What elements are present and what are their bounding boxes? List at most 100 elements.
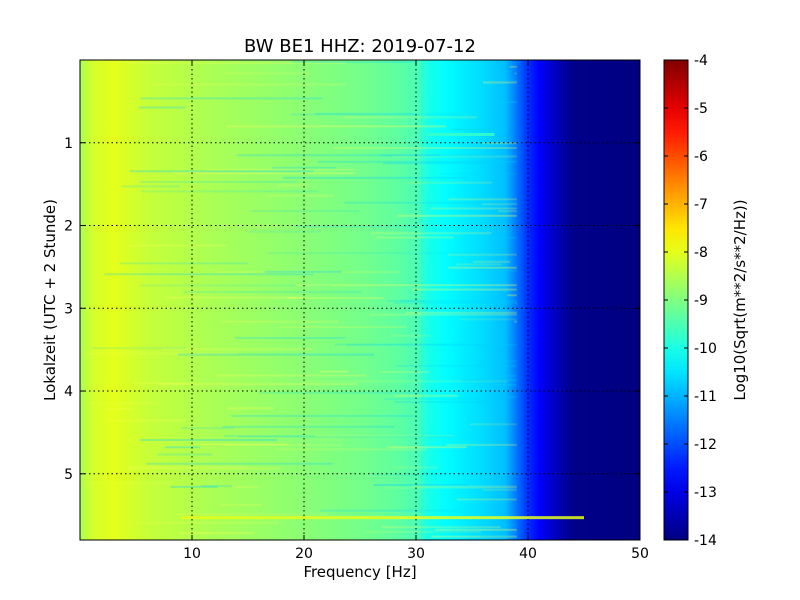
colorbar-tick-label: -12 bbox=[694, 437, 717, 453]
texture-streak bbox=[483, 81, 517, 84]
texture-streak bbox=[507, 294, 517, 297]
texture-streak bbox=[482, 142, 517, 145]
texture-streak bbox=[139, 439, 277, 441]
texture-streak bbox=[371, 473, 448, 476]
texture-streak bbox=[140, 284, 333, 287]
texture-streak bbox=[108, 419, 186, 422]
texture-streak bbox=[227, 407, 274, 410]
texture-streak bbox=[393, 466, 439, 469]
texture-streak bbox=[231, 414, 414, 417]
colorbar-tick-label: -11 bbox=[694, 389, 717, 405]
texture-streak bbox=[200, 443, 289, 446]
texture-streak bbox=[396, 364, 517, 367]
texture-streak bbox=[490, 76, 517, 79]
texture-streak bbox=[205, 168, 355, 171]
texture-streak bbox=[216, 374, 367, 377]
texture-streak bbox=[320, 509, 457, 512]
texture-streak bbox=[387, 446, 467, 449]
texture-streak bbox=[163, 348, 313, 351]
texture-streak bbox=[183, 291, 362, 294]
colorbar-tick-label: -7 bbox=[694, 197, 708, 213]
colorbar-ticks: -4 -5 -6 -7 -8 -9 -10 -11 -12 -13 -14 bbox=[664, 53, 717, 549]
texture-streak bbox=[223, 72, 309, 75]
texture-streak bbox=[319, 370, 349, 373]
texture-streak bbox=[433, 531, 517, 534]
texture-streak bbox=[223, 434, 316, 437]
texture-streak bbox=[365, 530, 481, 533]
texture-streak bbox=[294, 225, 417, 228]
texture-streak bbox=[267, 252, 480, 255]
texture-streak bbox=[139, 180, 297, 183]
texture-streak bbox=[125, 62, 346, 65]
texture-streak bbox=[234, 485, 259, 488]
texture-streak bbox=[91, 347, 187, 350]
colorbar-tick-label: -5 bbox=[694, 101, 708, 117]
texture-streak bbox=[507, 396, 517, 399]
texture-streak bbox=[412, 485, 517, 488]
texture-streak bbox=[370, 232, 492, 235]
highlight-lines bbox=[180, 132, 585, 520]
texture-streak bbox=[259, 391, 423, 394]
texture-streak bbox=[385, 300, 517, 303]
texture-streak bbox=[222, 425, 394, 428]
texture-streak bbox=[105, 407, 134, 410]
texture-streak bbox=[481, 535, 517, 538]
texture-streak bbox=[86, 352, 238, 355]
y-axis-label: Lokalzeit (UTC + 2 Stunde) bbox=[41, 199, 59, 401]
texture-streak bbox=[283, 176, 468, 179]
texture-streak bbox=[135, 521, 279, 524]
texture-streak bbox=[446, 443, 517, 446]
texture-streak bbox=[487, 101, 517, 103]
highlight-line bbox=[427, 132, 495, 136]
texture-streak bbox=[278, 184, 308, 187]
texture-streak bbox=[390, 334, 431, 337]
texture-streak bbox=[448, 266, 517, 269]
texture-streak bbox=[395, 394, 458, 397]
colorbar: -4 -5 -6 -7 -8 -9 -10 -11 -12 -13 -14 bbox=[663, 53, 717, 549]
texture-streak bbox=[459, 318, 517, 321]
texture-streak bbox=[128, 467, 280, 470]
colorbar-label: Log10(Sqrt(m**2/s**2/Hz)) bbox=[731, 199, 749, 400]
texture-streak bbox=[119, 262, 248, 265]
texture-streak bbox=[91, 402, 160, 405]
texture-streak bbox=[469, 423, 517, 426]
texture-streak bbox=[85, 482, 173, 485]
texture-streak bbox=[141, 190, 319, 193]
texture-streak bbox=[501, 79, 517, 82]
colorbar-tick-label: -13 bbox=[694, 485, 717, 501]
texture-streak bbox=[509, 65, 517, 68]
texture-streak bbox=[287, 297, 384, 299]
texture-streak bbox=[386, 486, 517, 489]
texture-streak bbox=[238, 435, 455, 438]
texture-streak bbox=[346, 343, 468, 346]
x-tick-label: 50 bbox=[631, 546, 649, 562]
texture-streak bbox=[267, 194, 334, 197]
texture-streak bbox=[177, 353, 374, 356]
texture-streak bbox=[157, 453, 212, 456]
texture-streak bbox=[234, 337, 345, 339]
texture-streak bbox=[380, 154, 517, 157]
y-tick-label: 4 bbox=[64, 384, 73, 400]
texture-streak bbox=[515, 302, 517, 305]
texture-streak bbox=[397, 214, 517, 217]
texture-streak bbox=[405, 311, 517, 314]
texture-streak bbox=[514, 72, 517, 75]
colorbar-tick-label: -8 bbox=[694, 245, 708, 261]
texture-streak bbox=[373, 484, 468, 486]
texture-streak bbox=[456, 498, 517, 501]
texture-streak bbox=[435, 528, 517, 531]
x-axis-label: Frequency [Hz] bbox=[303, 563, 416, 581]
texture-streak bbox=[128, 244, 226, 247]
y-tick-label: 5 bbox=[64, 467, 73, 483]
plot-frame bbox=[79, 59, 641, 541]
texture-streak bbox=[392, 155, 517, 158]
colorbar-tick-label: -4 bbox=[694, 53, 708, 69]
chart-title: BW BE1 HHZ: 2019-07-12 bbox=[244, 36, 476, 57]
texture-streak bbox=[130, 170, 314, 173]
y-tick-label: 3 bbox=[64, 301, 73, 317]
texture-streak bbox=[236, 154, 440, 157]
texture-streak bbox=[201, 485, 232, 487]
texture-streak bbox=[121, 185, 181, 188]
texture-streak bbox=[394, 401, 489, 403]
texture-streak bbox=[164, 446, 200, 449]
